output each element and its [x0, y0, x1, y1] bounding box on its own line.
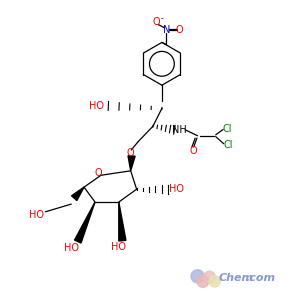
- Circle shape: [191, 270, 204, 283]
- Text: NH: NH: [172, 125, 187, 135]
- Text: Cl: Cl: [223, 140, 232, 150]
- Polygon shape: [71, 187, 84, 200]
- Text: HO: HO: [89, 101, 104, 111]
- Circle shape: [197, 275, 209, 287]
- Text: O: O: [152, 17, 160, 27]
- Text: -: -: [161, 14, 164, 23]
- Circle shape: [203, 271, 215, 283]
- Text: .com: .com: [245, 273, 275, 284]
- Polygon shape: [119, 202, 126, 241]
- Polygon shape: [128, 156, 135, 171]
- Text: HO: HO: [29, 210, 44, 220]
- Polygon shape: [74, 202, 95, 243]
- Text: HO: HO: [64, 243, 79, 253]
- Text: O: O: [95, 169, 102, 178]
- Text: HO: HO: [169, 184, 184, 194]
- Text: Chem: Chem: [218, 273, 254, 284]
- Text: HO: HO: [111, 242, 126, 252]
- Text: N: N: [163, 25, 170, 34]
- Text: O: O: [127, 148, 134, 158]
- Text: Cl: Cl: [223, 124, 232, 134]
- Text: O: O: [176, 25, 184, 34]
- Circle shape: [209, 276, 220, 287]
- Text: O: O: [189, 146, 197, 156]
